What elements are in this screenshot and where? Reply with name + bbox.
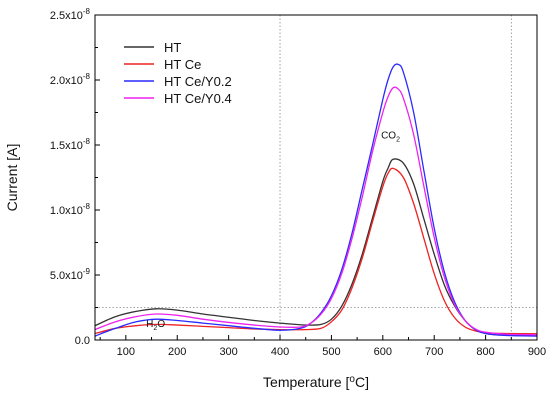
legend-label-3: HT Ce/Y0.4 xyxy=(164,91,232,106)
y-tick-label: 2.5x10-8 xyxy=(50,7,91,22)
axes: 100 200 300 400 500 600 700 800 900 0.0 5.0x10-9 1.… xyxy=(4,7,546,390)
x-tick-label: 500 xyxy=(322,346,340,358)
y-tick-label: 5.0x10-9 xyxy=(50,267,91,282)
y-axis-title: Current [A] xyxy=(4,144,20,212)
x-tick-label: 300 xyxy=(219,346,237,358)
y-tick-label: 0.0 xyxy=(75,335,90,347)
legend: HT HT Ce HT Ce/Y0.2 HT Ce/Y0.4 xyxy=(124,40,232,106)
x-tick-label: 400 xyxy=(271,346,289,358)
annotations: H2O CO2 xyxy=(146,131,400,333)
series-line-2 xyxy=(94,63,538,337)
x-tick-label: 700 xyxy=(425,346,443,358)
x-tick-label: 900 xyxy=(528,346,546,358)
y-tick-label: 2.0x10-8 xyxy=(50,72,91,87)
x-tick-label: 200 xyxy=(168,346,186,358)
legend-label-0: HT xyxy=(164,40,181,55)
y-tick-label: 1.5x10-8 xyxy=(50,137,91,152)
annotation-label: CO2 xyxy=(381,131,400,144)
series-line-3 xyxy=(94,86,538,336)
plot-frame xyxy=(94,14,538,341)
y-tick-label: 1.0x10-8 xyxy=(50,202,91,217)
x-tick-label: 600 xyxy=(374,346,392,358)
legend-label-1: HT Ce xyxy=(164,57,201,72)
x-tick-label: 100 xyxy=(117,346,135,358)
series-line-0 xyxy=(94,158,537,337)
x-axis-title: Temperature [oC] xyxy=(263,374,369,390)
x-tick-label: 800 xyxy=(476,346,494,358)
series-lines xyxy=(94,63,538,337)
legend-label-2: HT Ce/Y0.2 xyxy=(164,74,232,89)
reference-lines xyxy=(95,15,537,340)
series-line-1 xyxy=(94,167,538,335)
annotation-label: H2O xyxy=(146,319,165,332)
